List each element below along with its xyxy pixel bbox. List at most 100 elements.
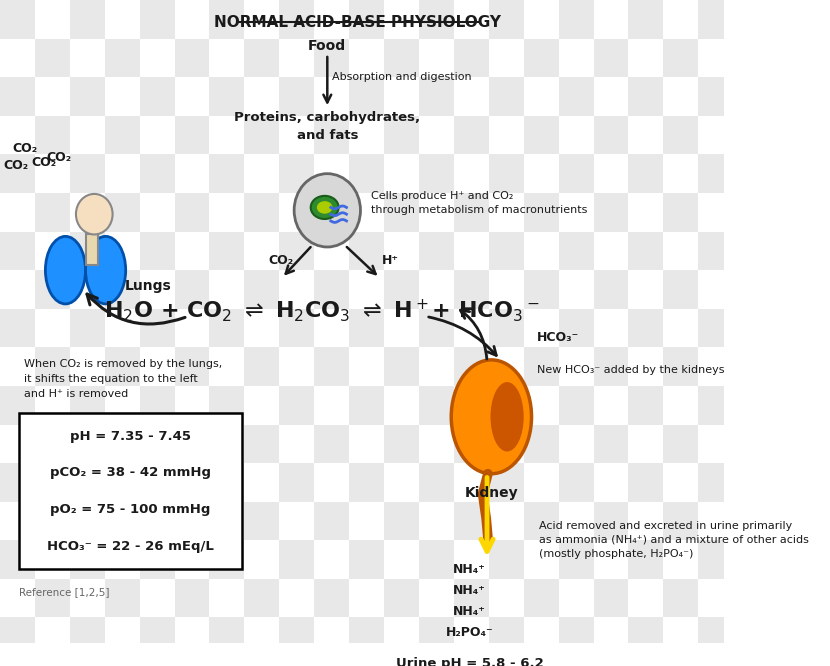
Text: NH₄⁺: NH₄⁺: [453, 605, 486, 618]
Bar: [244, 540, 280, 579]
Bar: [70, 0, 105, 39]
Bar: [209, 540, 244, 579]
Bar: [698, 463, 733, 501]
Bar: [244, 193, 280, 232]
Bar: [559, 540, 593, 579]
Bar: [280, 0, 315, 39]
Bar: [698, 155, 733, 193]
Bar: [139, 579, 174, 617]
Bar: [35, 77, 70, 116]
Bar: [349, 501, 384, 540]
Bar: [559, 39, 593, 77]
Bar: [35, 270, 70, 309]
Bar: [698, 39, 733, 77]
Bar: [489, 540, 524, 579]
Bar: [524, 77, 559, 116]
Bar: [70, 193, 105, 232]
Bar: [454, 116, 489, 155]
Bar: [35, 0, 70, 39]
Bar: [209, 424, 244, 463]
Bar: [593, 0, 628, 39]
Bar: [35, 155, 70, 193]
Bar: [174, 540, 209, 579]
Bar: [524, 0, 559, 39]
Bar: [384, 155, 419, 193]
Text: pCO₂ = 38 - 42 mmHg: pCO₂ = 38 - 42 mmHg: [50, 466, 211, 480]
Bar: [174, 270, 209, 309]
Bar: [384, 232, 419, 270]
Bar: [419, 155, 454, 193]
Bar: [35, 348, 70, 386]
Bar: [663, 501, 698, 540]
Bar: [593, 386, 628, 424]
Bar: [593, 348, 628, 386]
Bar: [524, 386, 559, 424]
Bar: [489, 155, 524, 193]
Bar: [139, 116, 174, 155]
Bar: [628, 579, 663, 617]
Bar: [280, 540, 315, 579]
Bar: [139, 0, 174, 39]
Bar: [315, 424, 349, 463]
Bar: [384, 116, 419, 155]
Bar: [315, 232, 349, 270]
Bar: [559, 270, 593, 309]
Bar: [454, 77, 489, 116]
Bar: [454, 309, 489, 348]
Bar: [593, 617, 628, 656]
Bar: [280, 309, 315, 348]
Bar: [280, 116, 315, 155]
Bar: [139, 501, 174, 540]
Bar: [105, 77, 139, 116]
Bar: [35, 424, 70, 463]
Bar: [315, 39, 349, 77]
Bar: [663, 232, 698, 270]
Bar: [105, 309, 139, 348]
Bar: [280, 39, 315, 77]
Bar: [280, 579, 315, 617]
Bar: [70, 116, 105, 155]
Bar: [280, 348, 315, 386]
Bar: [559, 386, 593, 424]
Bar: [419, 424, 454, 463]
Bar: [280, 232, 315, 270]
Bar: [280, 424, 315, 463]
Bar: [559, 348, 593, 386]
Text: NH₄⁺: NH₄⁺: [453, 563, 486, 575]
Bar: [35, 193, 70, 232]
Bar: [663, 0, 698, 39]
Bar: [698, 270, 733, 309]
Bar: [698, 232, 733, 270]
Bar: [0, 232, 35, 270]
Bar: [663, 77, 698, 116]
Bar: [70, 155, 105, 193]
Bar: [454, 501, 489, 540]
Bar: [70, 579, 105, 617]
Bar: [698, 579, 733, 617]
Bar: [349, 309, 384, 348]
Bar: [524, 348, 559, 386]
Bar: [489, 0, 524, 39]
Bar: [663, 193, 698, 232]
Bar: [559, 424, 593, 463]
Bar: [105, 116, 139, 155]
Bar: [524, 424, 559, 463]
Bar: [244, 386, 280, 424]
Text: pH = 7.35 - 7.45: pH = 7.35 - 7.45: [70, 430, 191, 443]
Bar: [489, 270, 524, 309]
Bar: [209, 193, 244, 232]
Bar: [524, 309, 559, 348]
Bar: [209, 463, 244, 501]
Bar: [419, 232, 454, 270]
Bar: [209, 116, 244, 155]
Bar: [524, 39, 559, 77]
Bar: [384, 0, 419, 39]
Bar: [559, 155, 593, 193]
Bar: [0, 270, 35, 309]
Bar: [489, 463, 524, 501]
Bar: [349, 155, 384, 193]
Bar: [628, 424, 663, 463]
Bar: [0, 617, 35, 656]
Bar: [244, 348, 280, 386]
Bar: [419, 540, 454, 579]
